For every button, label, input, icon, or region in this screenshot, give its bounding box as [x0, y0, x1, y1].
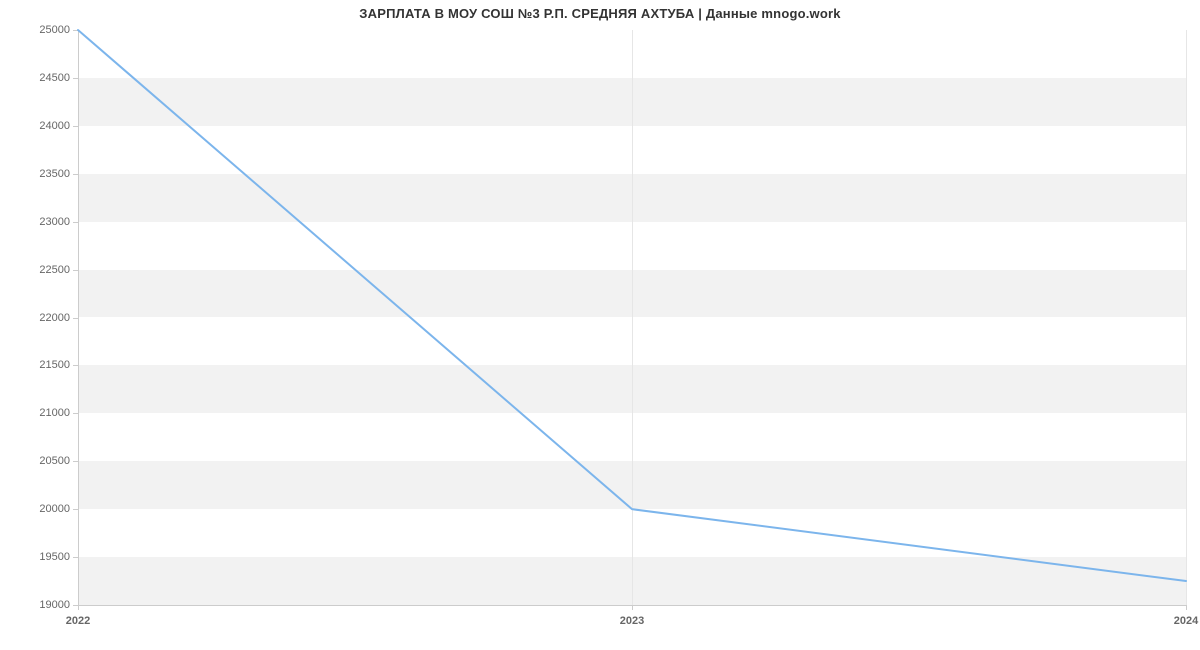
chart-title: ЗАРПЛАТА В МОУ СОШ №3 Р.П. СРЕДНЯЯ АХТУБ… — [0, 6, 1200, 21]
y-tick-label: 22000 — [39, 312, 70, 324]
y-tick-label: 23000 — [39, 216, 70, 228]
salary-line-chart: ЗАРПЛАТА В МОУ СОШ №3 Р.П. СРЕДНЯЯ АХТУБ… — [0, 0, 1200, 650]
y-tick-label: 21000 — [39, 407, 70, 419]
y-tick-label: 19500 — [39, 551, 70, 563]
x-gridline — [1186, 30, 1187, 605]
y-tick-label: 22500 — [39, 264, 70, 276]
y-tick-label: 20000 — [39, 503, 70, 515]
y-tick-label: 21500 — [39, 359, 70, 371]
x-tick-label: 2023 — [620, 615, 644, 627]
y-tick-label: 20500 — [39, 455, 70, 467]
x-tick — [1186, 605, 1187, 610]
series-line-salary — [78, 30, 1186, 581]
series-layer — [78, 30, 1186, 605]
y-tick-label: 19000 — [39, 599, 70, 611]
x-tick-label: 2022 — [66, 615, 90, 627]
x-tick — [78, 605, 79, 610]
y-tick-label: 24500 — [39, 72, 70, 84]
y-tick-label: 23500 — [39, 168, 70, 180]
y-tick-label: 24000 — [39, 120, 70, 132]
x-tick-label: 2024 — [1174, 615, 1198, 627]
y-tick-label: 25000 — [39, 24, 70, 36]
plot-area: 1900019500200002050021000215002200022500… — [78, 30, 1186, 605]
x-tick — [632, 605, 633, 610]
